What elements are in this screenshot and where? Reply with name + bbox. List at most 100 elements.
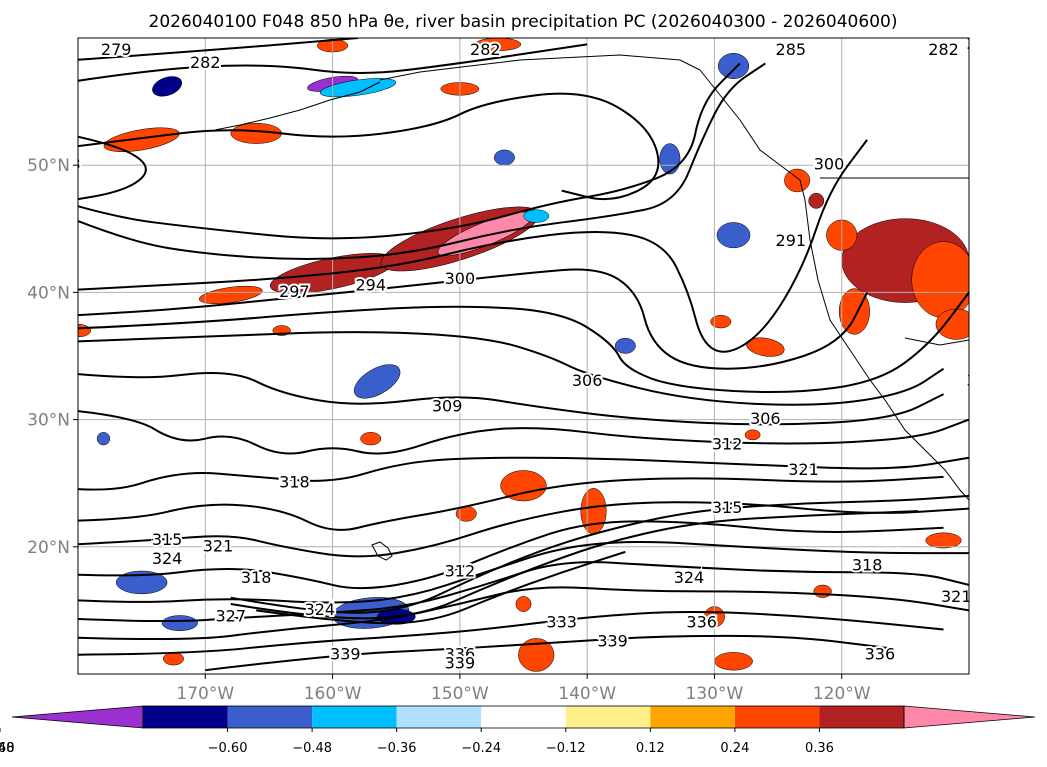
precip-patch bbox=[911, 241, 969, 319]
theta-e-contour bbox=[205, 634, 893, 672]
theta-e-contour bbox=[78, 331, 945, 406]
colorbar-segment bbox=[734, 706, 820, 728]
contour-label: 282 bbox=[190, 53, 221, 72]
contour-label: 297 bbox=[979, 244, 1010, 263]
precip-patch bbox=[717, 53, 750, 79]
colorbar-extend-min bbox=[11, 705, 144, 729]
y-axis-ticks: 50°N 40°N 30°N 20°N bbox=[27, 156, 78, 558]
theta-e-contour bbox=[78, 371, 944, 426]
colorbar-segment bbox=[650, 706, 735, 728]
contour-label: 303 bbox=[25, 320, 56, 339]
map-frame bbox=[77, 37, 970, 675]
contour-labels: 279 282 282 285 282 279 288 291 300 291 297 300 294 2… bbox=[25, 34, 1047, 674]
colorbar-tick-label: −0.12 bbox=[546, 741, 586, 756]
theta-e-contour bbox=[78, 139, 868, 353]
theta-e-contour bbox=[230, 494, 969, 614]
theta-e-contour bbox=[78, 475, 944, 531]
theta-e-contour bbox=[78, 611, 944, 656]
contour-label: 318 bbox=[241, 568, 272, 587]
precip-patch bbox=[580, 488, 607, 535]
theta-e-contour bbox=[78, 561, 969, 622]
precip-patch bbox=[360, 432, 382, 446]
map-background bbox=[78, 38, 969, 674]
colorbar-tick-label: 0.36 bbox=[805, 741, 834, 756]
x-tick-label: 170°W bbox=[176, 684, 234, 704]
x-tick-label: 140°W bbox=[558, 684, 616, 704]
precip-patch bbox=[744, 429, 761, 441]
precip-patch bbox=[198, 285, 263, 304]
precip-patch bbox=[523, 209, 550, 223]
theta-e-contour bbox=[78, 43, 588, 82]
theta-e-contour bbox=[78, 92, 660, 201]
precip-patch bbox=[935, 308, 969, 340]
colorbar-tick-label: 0.60 bbox=[0, 741, 14, 756]
precip-patch bbox=[614, 337, 636, 354]
contour-label: 279 bbox=[966, 34, 997, 53]
contour-label: 297 bbox=[1030, 460, 1047, 479]
chart-title: 2026040100 F048 850 hPa θe, river basin … bbox=[149, 12, 898, 32]
y-tick-label: 50°N bbox=[27, 156, 70, 176]
precip-patch bbox=[33, 380, 58, 395]
contour-label: 291 bbox=[776, 231, 807, 250]
theta-e-contour bbox=[78, 541, 969, 604]
colorbar-segment bbox=[227, 706, 313, 728]
colorbar-segment bbox=[312, 706, 397, 728]
contour-label: 300 bbox=[445, 269, 476, 288]
y-tick-label: 40°N bbox=[27, 283, 70, 303]
aleutian-islands bbox=[214, 81, 381, 131]
contour-label: 321 bbox=[203, 536, 234, 555]
contour-label: 336 bbox=[445, 644, 476, 663]
precip-patch bbox=[808, 192, 825, 209]
contour-label: 321 bbox=[1005, 422, 1036, 441]
colorbar-tick-label: −0.60 bbox=[208, 741, 248, 756]
alaska-coastline bbox=[379, 54, 701, 81]
map-layer: 279 282 282 285 282 279 288 291 300 291 297 300 294 2… bbox=[25, 34, 1047, 674]
y-tick-label: 20°N bbox=[27, 538, 70, 558]
precip-patch bbox=[474, 38, 522, 51]
colorbar-segment bbox=[143, 706, 228, 728]
x-tick-label: 160°W bbox=[304, 684, 362, 704]
contour-label: 333 bbox=[546, 613, 577, 632]
contour-label: 312 bbox=[712, 435, 743, 454]
theta-e-contour bbox=[256, 550, 626, 625]
contour-label: 288 bbox=[50, 155, 81, 174]
contour-label: 336 bbox=[686, 613, 717, 632]
contour-label: 285 bbox=[776, 40, 807, 59]
precip-patch bbox=[714, 652, 753, 671]
colorbar-tick-label: 0.24 bbox=[720, 741, 749, 756]
x-tick-label: 150°W bbox=[431, 684, 489, 704]
precip-patch bbox=[353, 364, 401, 399]
y-tick-label: 30°N bbox=[27, 411, 70, 431]
precip-patch bbox=[710, 315, 732, 329]
theta-e-contour bbox=[78, 520, 944, 590]
precip-shading bbox=[33, 38, 969, 672]
x-tick-label: 120°W bbox=[813, 684, 871, 704]
x-tick-label: 130°W bbox=[686, 684, 744, 704]
colorbar-extend-max bbox=[903, 705, 1036, 729]
colorbar-segment bbox=[565, 706, 651, 728]
north-america-coastline bbox=[699, 69, 969, 501]
contour-label: 282 bbox=[928, 40, 959, 59]
contour-label: 321 bbox=[941, 587, 972, 606]
colorbar-segment bbox=[481, 706, 566, 728]
colorbar bbox=[11, 705, 1036, 729]
precip-patch bbox=[493, 149, 515, 166]
contour-label: 321 bbox=[788, 460, 819, 479]
theta-e-contour bbox=[78, 268, 869, 370]
contour-label: 324 bbox=[152, 549, 183, 568]
contour-label: 315 bbox=[966, 371, 997, 390]
contour-label: 279 bbox=[101, 40, 132, 59]
theta-e-contour bbox=[78, 410, 969, 455]
precip-patch bbox=[659, 143, 681, 175]
theta-e-contour bbox=[78, 62, 741, 240]
contour-label: 306 bbox=[750, 409, 781, 428]
precip-patch bbox=[784, 168, 811, 193]
theta-e-contour bbox=[78, 62, 766, 260]
precip-patch bbox=[115, 570, 168, 595]
contour-label: 339 bbox=[445, 653, 476, 672]
colorbar-tick-label: 0.48 bbox=[0, 741, 14, 756]
colorbar-tick-label: −0.36 bbox=[377, 741, 417, 756]
contour-label: 309 bbox=[432, 396, 463, 415]
contour-label: 294 bbox=[355, 276, 386, 295]
theta-e-contour bbox=[78, 456, 969, 491]
